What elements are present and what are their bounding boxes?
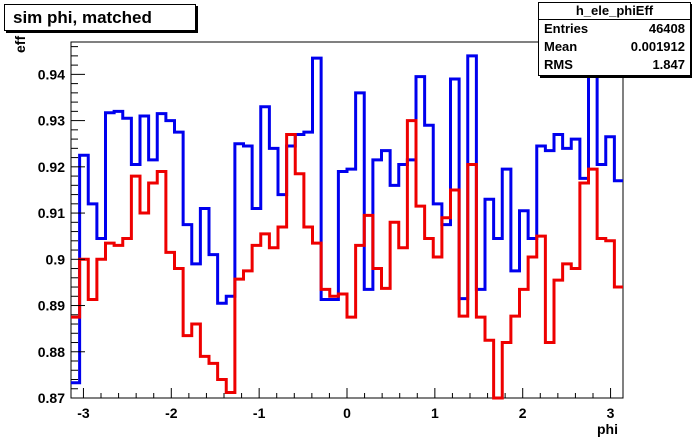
stats-box: h_ele_phiEff Entries 46408 Mean 0.001912… xyxy=(538,2,691,76)
y-tick-label: 0.88 xyxy=(38,344,65,360)
stats-value: 1.847 xyxy=(652,57,685,72)
stats-row-entries: Entries 46408 xyxy=(539,20,690,38)
stats-label: Mean xyxy=(544,39,578,54)
x-tick-label: -2 xyxy=(165,405,178,421)
series-line-1 xyxy=(71,119,623,400)
series-layer xyxy=(71,54,623,400)
y-tick-label: 0.87 xyxy=(38,390,65,406)
axes-layer: -3 -2 -1 0 1 2 3 0.87 0.88 0.89 0.9 0.91 0.92 0.93 0.9… xyxy=(38,46,615,421)
chart-title-box: sim phi, matched xyxy=(4,4,196,31)
stats-label: RMS xyxy=(544,57,573,72)
x-tick-label: -3 xyxy=(77,405,90,421)
y-tick-label: 0.93 xyxy=(38,113,65,129)
x-axis-label: phi xyxy=(597,421,618,437)
chart-title: sim phi, matched xyxy=(13,8,152,27)
x-tick-label: 2 xyxy=(519,405,527,421)
plot-frame xyxy=(70,41,624,399)
y-tick-label: 0.91 xyxy=(38,205,65,221)
y-tick-label: 0.92 xyxy=(38,159,65,175)
x-tick-label: 0 xyxy=(343,405,351,421)
stats-value: 0.001912 xyxy=(630,39,685,54)
x-tick-label: -1 xyxy=(253,405,266,421)
stats-value: 46408 xyxy=(648,21,685,36)
y-tick-label: 0.94 xyxy=(38,66,65,82)
y-tick-label: 0.89 xyxy=(38,298,65,314)
x-tick-label: 3 xyxy=(607,405,615,421)
series-line-0 xyxy=(71,54,623,385)
stats-row-mean: Mean 0.001912 xyxy=(539,38,690,56)
x-tick-label: 1 xyxy=(431,405,439,421)
stats-row-rms: RMS 1.847 xyxy=(539,56,690,74)
y-axis-label: eff xyxy=(12,35,28,53)
stats-label: Entries xyxy=(544,21,589,36)
y-tick-label: 0.9 xyxy=(46,251,66,267)
stats-histogram-name: h_ele_phiEff xyxy=(539,3,690,20)
